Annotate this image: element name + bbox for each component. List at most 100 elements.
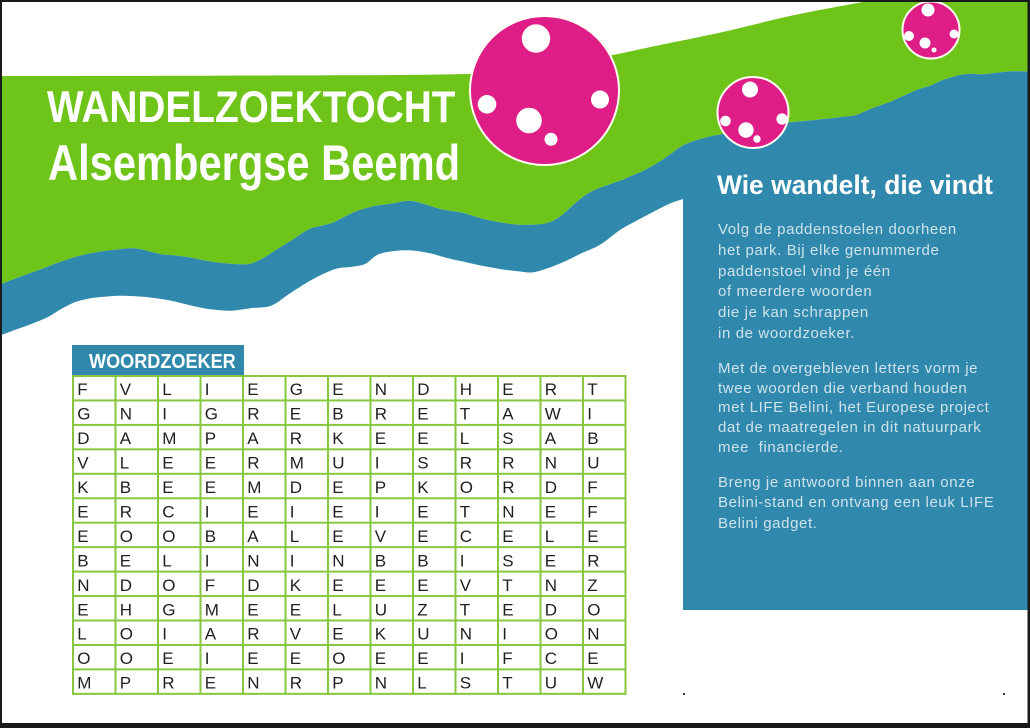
svg-text:P: P bbox=[120, 674, 131, 693]
svg-text:I: I bbox=[375, 502, 380, 521]
svg-text:L: L bbox=[545, 527, 554, 546]
svg-text:E: E bbox=[162, 478, 173, 497]
svg-text:E: E bbox=[417, 576, 428, 595]
svg-text:U: U bbox=[375, 600, 387, 619]
svg-text:A: A bbox=[247, 429, 259, 448]
svg-text:E: E bbox=[332, 502, 343, 521]
svg-text:R: R bbox=[247, 454, 259, 473]
svg-text:R: R bbox=[290, 429, 302, 448]
svg-text:I: I bbox=[162, 405, 167, 424]
svg-text:E: E bbox=[545, 551, 556, 570]
svg-text:S: S bbox=[502, 429, 513, 448]
svg-text:N: N bbox=[247, 551, 259, 570]
svg-text:E: E bbox=[587, 527, 598, 546]
svg-text:N: N bbox=[502, 502, 514, 521]
svg-text:S: S bbox=[502, 551, 513, 570]
svg-text:I: I bbox=[502, 625, 507, 644]
svg-text:B: B bbox=[332, 405, 343, 424]
svg-text:E: E bbox=[205, 478, 216, 497]
svg-text:I: I bbox=[205, 380, 210, 399]
svg-text:R: R bbox=[587, 551, 599, 570]
svg-text:D: D bbox=[545, 478, 557, 497]
svg-text:R: R bbox=[162, 674, 174, 693]
svg-text:G: G bbox=[77, 405, 90, 424]
svg-text:S: S bbox=[417, 454, 428, 473]
svg-text:M: M bbox=[162, 429, 176, 448]
svg-text:N: N bbox=[545, 576, 557, 595]
svg-text:E: E bbox=[417, 502, 428, 521]
svg-text:O: O bbox=[120, 649, 133, 668]
svg-text:A: A bbox=[205, 625, 217, 644]
svg-text:V: V bbox=[460, 576, 472, 595]
svg-text:G: G bbox=[162, 600, 175, 619]
svg-text:F: F bbox=[77, 380, 87, 399]
svg-text:L: L bbox=[162, 380, 171, 399]
svg-text:H: H bbox=[120, 600, 132, 619]
svg-text:H: H bbox=[460, 380, 472, 399]
svg-text:T: T bbox=[502, 576, 512, 595]
svg-text:L: L bbox=[332, 600, 341, 619]
svg-text:F: F bbox=[502, 649, 512, 668]
svg-text:E: E bbox=[332, 576, 343, 595]
svg-text:P: P bbox=[205, 429, 216, 448]
svg-text:B: B bbox=[587, 429, 598, 448]
svg-text:D: D bbox=[120, 576, 132, 595]
svg-text:V: V bbox=[77, 454, 89, 473]
svg-text:D: D bbox=[77, 429, 89, 448]
svg-text:N: N bbox=[120, 405, 132, 424]
svg-text:V: V bbox=[375, 527, 387, 546]
svg-text:L: L bbox=[417, 674, 426, 693]
svg-text:U: U bbox=[545, 674, 557, 693]
svg-text:L: L bbox=[162, 551, 171, 570]
svg-text:C: C bbox=[460, 527, 472, 546]
svg-text:L: L bbox=[120, 454, 129, 473]
svg-text:I: I bbox=[587, 405, 592, 424]
svg-text:O: O bbox=[120, 527, 133, 546]
svg-text:E: E bbox=[290, 405, 301, 424]
svg-text:V: V bbox=[290, 625, 302, 644]
svg-text:G: G bbox=[205, 405, 218, 424]
svg-text:K: K bbox=[375, 625, 387, 644]
svg-text:G: G bbox=[290, 380, 303, 399]
svg-text:V: V bbox=[120, 380, 132, 399]
svg-text:R: R bbox=[460, 454, 472, 473]
svg-text:B: B bbox=[77, 551, 88, 570]
svg-text:E: E bbox=[247, 380, 258, 399]
svg-text:E: E bbox=[502, 600, 513, 619]
svg-text:O: O bbox=[587, 600, 600, 619]
svg-text:E: E bbox=[545, 502, 556, 521]
svg-text:C: C bbox=[545, 649, 557, 668]
svg-text:D: D bbox=[247, 576, 259, 595]
svg-text:R: R bbox=[247, 625, 259, 644]
svg-text:R: R bbox=[502, 478, 514, 497]
svg-text:O: O bbox=[77, 649, 90, 668]
svg-text:N: N bbox=[587, 625, 599, 644]
svg-text:A: A bbox=[545, 429, 557, 448]
svg-text:O: O bbox=[162, 576, 175, 595]
svg-text:R: R bbox=[290, 674, 302, 693]
svg-text:K: K bbox=[290, 576, 302, 595]
svg-text:Z: Z bbox=[587, 576, 597, 595]
svg-text:E: E bbox=[417, 649, 428, 668]
svg-text:I: I bbox=[162, 625, 167, 644]
svg-text:S: S bbox=[460, 674, 471, 693]
svg-text:E: E bbox=[120, 551, 131, 570]
svg-text:O: O bbox=[120, 625, 133, 644]
svg-text:E: E bbox=[247, 502, 258, 521]
svg-text:N: N bbox=[77, 576, 89, 595]
svg-text:K: K bbox=[417, 478, 429, 497]
svg-text:N: N bbox=[332, 551, 344, 570]
svg-text:T: T bbox=[502, 674, 512, 693]
svg-text:L: L bbox=[77, 625, 86, 644]
svg-text:T: T bbox=[587, 380, 597, 399]
svg-text:R: R bbox=[375, 405, 387, 424]
svg-text:M: M bbox=[290, 454, 304, 473]
svg-text:O: O bbox=[545, 625, 558, 644]
svg-text:E: E bbox=[332, 478, 343, 497]
svg-text:F: F bbox=[587, 478, 597, 497]
svg-text:E: E bbox=[77, 527, 88, 546]
svg-text:E: E bbox=[417, 429, 428, 448]
svg-text:R: R bbox=[502, 454, 514, 473]
svg-text:B: B bbox=[205, 527, 216, 546]
svg-text:A: A bbox=[120, 429, 132, 448]
